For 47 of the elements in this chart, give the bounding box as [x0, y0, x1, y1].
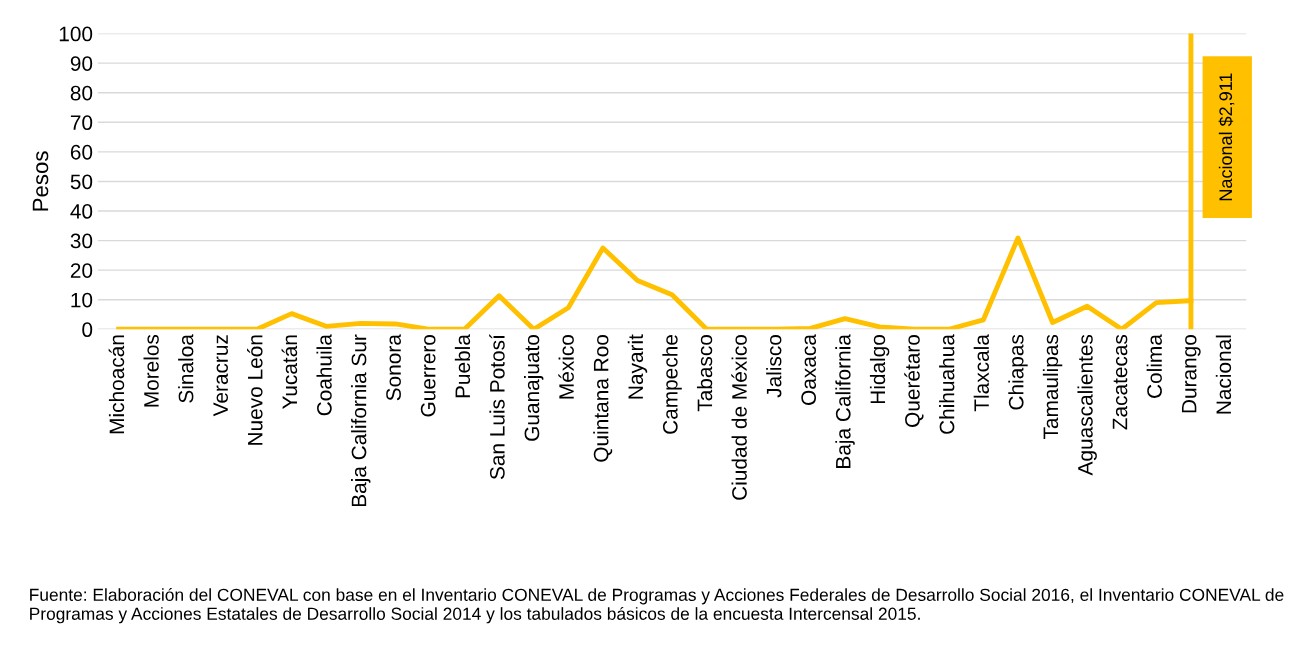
x-tick-label: Tabasco — [696, 335, 713, 412]
x-tick-label: Puebla — [454, 334, 471, 398]
x-tick-label: Jalisco — [766, 335, 782, 398]
x-tick-label: Michoacán — [108, 335, 125, 434]
y-tick-label: 80 — [70, 85, 93, 101]
y-tick-label: 60 — [70, 144, 93, 160]
y-tick-label: 0 — [82, 322, 93, 338]
x-tick-label: Coahuila — [316, 334, 332, 416]
x-tick-label: Nayarit — [627, 334, 648, 399]
x-tick-label: Zacatecas — [1112, 334, 1128, 430]
x-tick-label: Yucatán — [281, 335, 298, 409]
y-tick-label: 40 — [70, 204, 93, 219]
x-tick-label: Sonora — [386, 334, 401, 401]
x-tick-label: Nacional — [1215, 335, 1232, 414]
x-tick-label: Oaxaca — [801, 334, 817, 405]
x-tick-label: Nuevo León — [247, 335, 263, 445]
y-tick-label: 10 — [71, 292, 93, 308]
x-tick-label: Durango — [1181, 335, 1201, 413]
ref-line-label: Nacional $2,911 — [1218, 73, 1235, 201]
x-tick-label: Hidalgo — [869, 335, 890, 404]
y-tick-label: 20 — [70, 263, 93, 278]
y-tick-label: 70 — [70, 115, 93, 131]
x-tick-label: Veracruz — [213, 335, 228, 417]
x-tick-label: Sinaloa — [178, 334, 194, 403]
x-tick-label: Querétaro — [904, 335, 924, 427]
x-tick-label: Aguascalientes — [1077, 334, 1097, 476]
y-axis-title: Pesos — [32, 151, 49, 211]
x-tick-label: Colima — [1146, 334, 1162, 398]
x-tick-label: Ciudad de México — [731, 335, 747, 500]
x-tick-label: Baja California Sur — [351, 334, 371, 507]
x-tick-label: Guerrero — [420, 335, 436, 417]
source-note: Fuente: Elaboración del CONEVAL con base en el Inventario CONEVAL de Programas y Acciones Federales de Desarrollo Social 2016, el Inventario CONEVAL de Programas y Acciones Estatales de Desarrollo Social 2014 y los tabulados básicos de la encuesta Intercensal 2015. — [30, 588, 1284, 624]
x-tick-label: Quintana Roo — [593, 335, 613, 462]
y-tick-label: 100 — [59, 26, 93, 42]
x-tick-label: Campeche — [662, 335, 682, 434]
x-tick-label: Guanajuato — [524, 335, 544, 441]
y-tick-label: 30 — [70, 233, 93, 249]
x-tick-label: Baja California — [835, 334, 855, 468]
x-tick-label: México — [558, 335, 574, 399]
x-tick-label: Tamaulipas — [1042, 334, 1063, 440]
y-tick-label: 90 — [70, 56, 93, 71]
y-tick-label: 50 — [70, 174, 93, 190]
x-tick-label: Morelos — [143, 334, 159, 407]
x-tick-label: Chiapas — [1008, 334, 1028, 410]
x-tick-label: San Luis Potosí — [489, 334, 505, 480]
x-tick-label: Chihuahua — [939, 334, 955, 434]
x-tick-label: Tlaxcala — [973, 334, 989, 412]
